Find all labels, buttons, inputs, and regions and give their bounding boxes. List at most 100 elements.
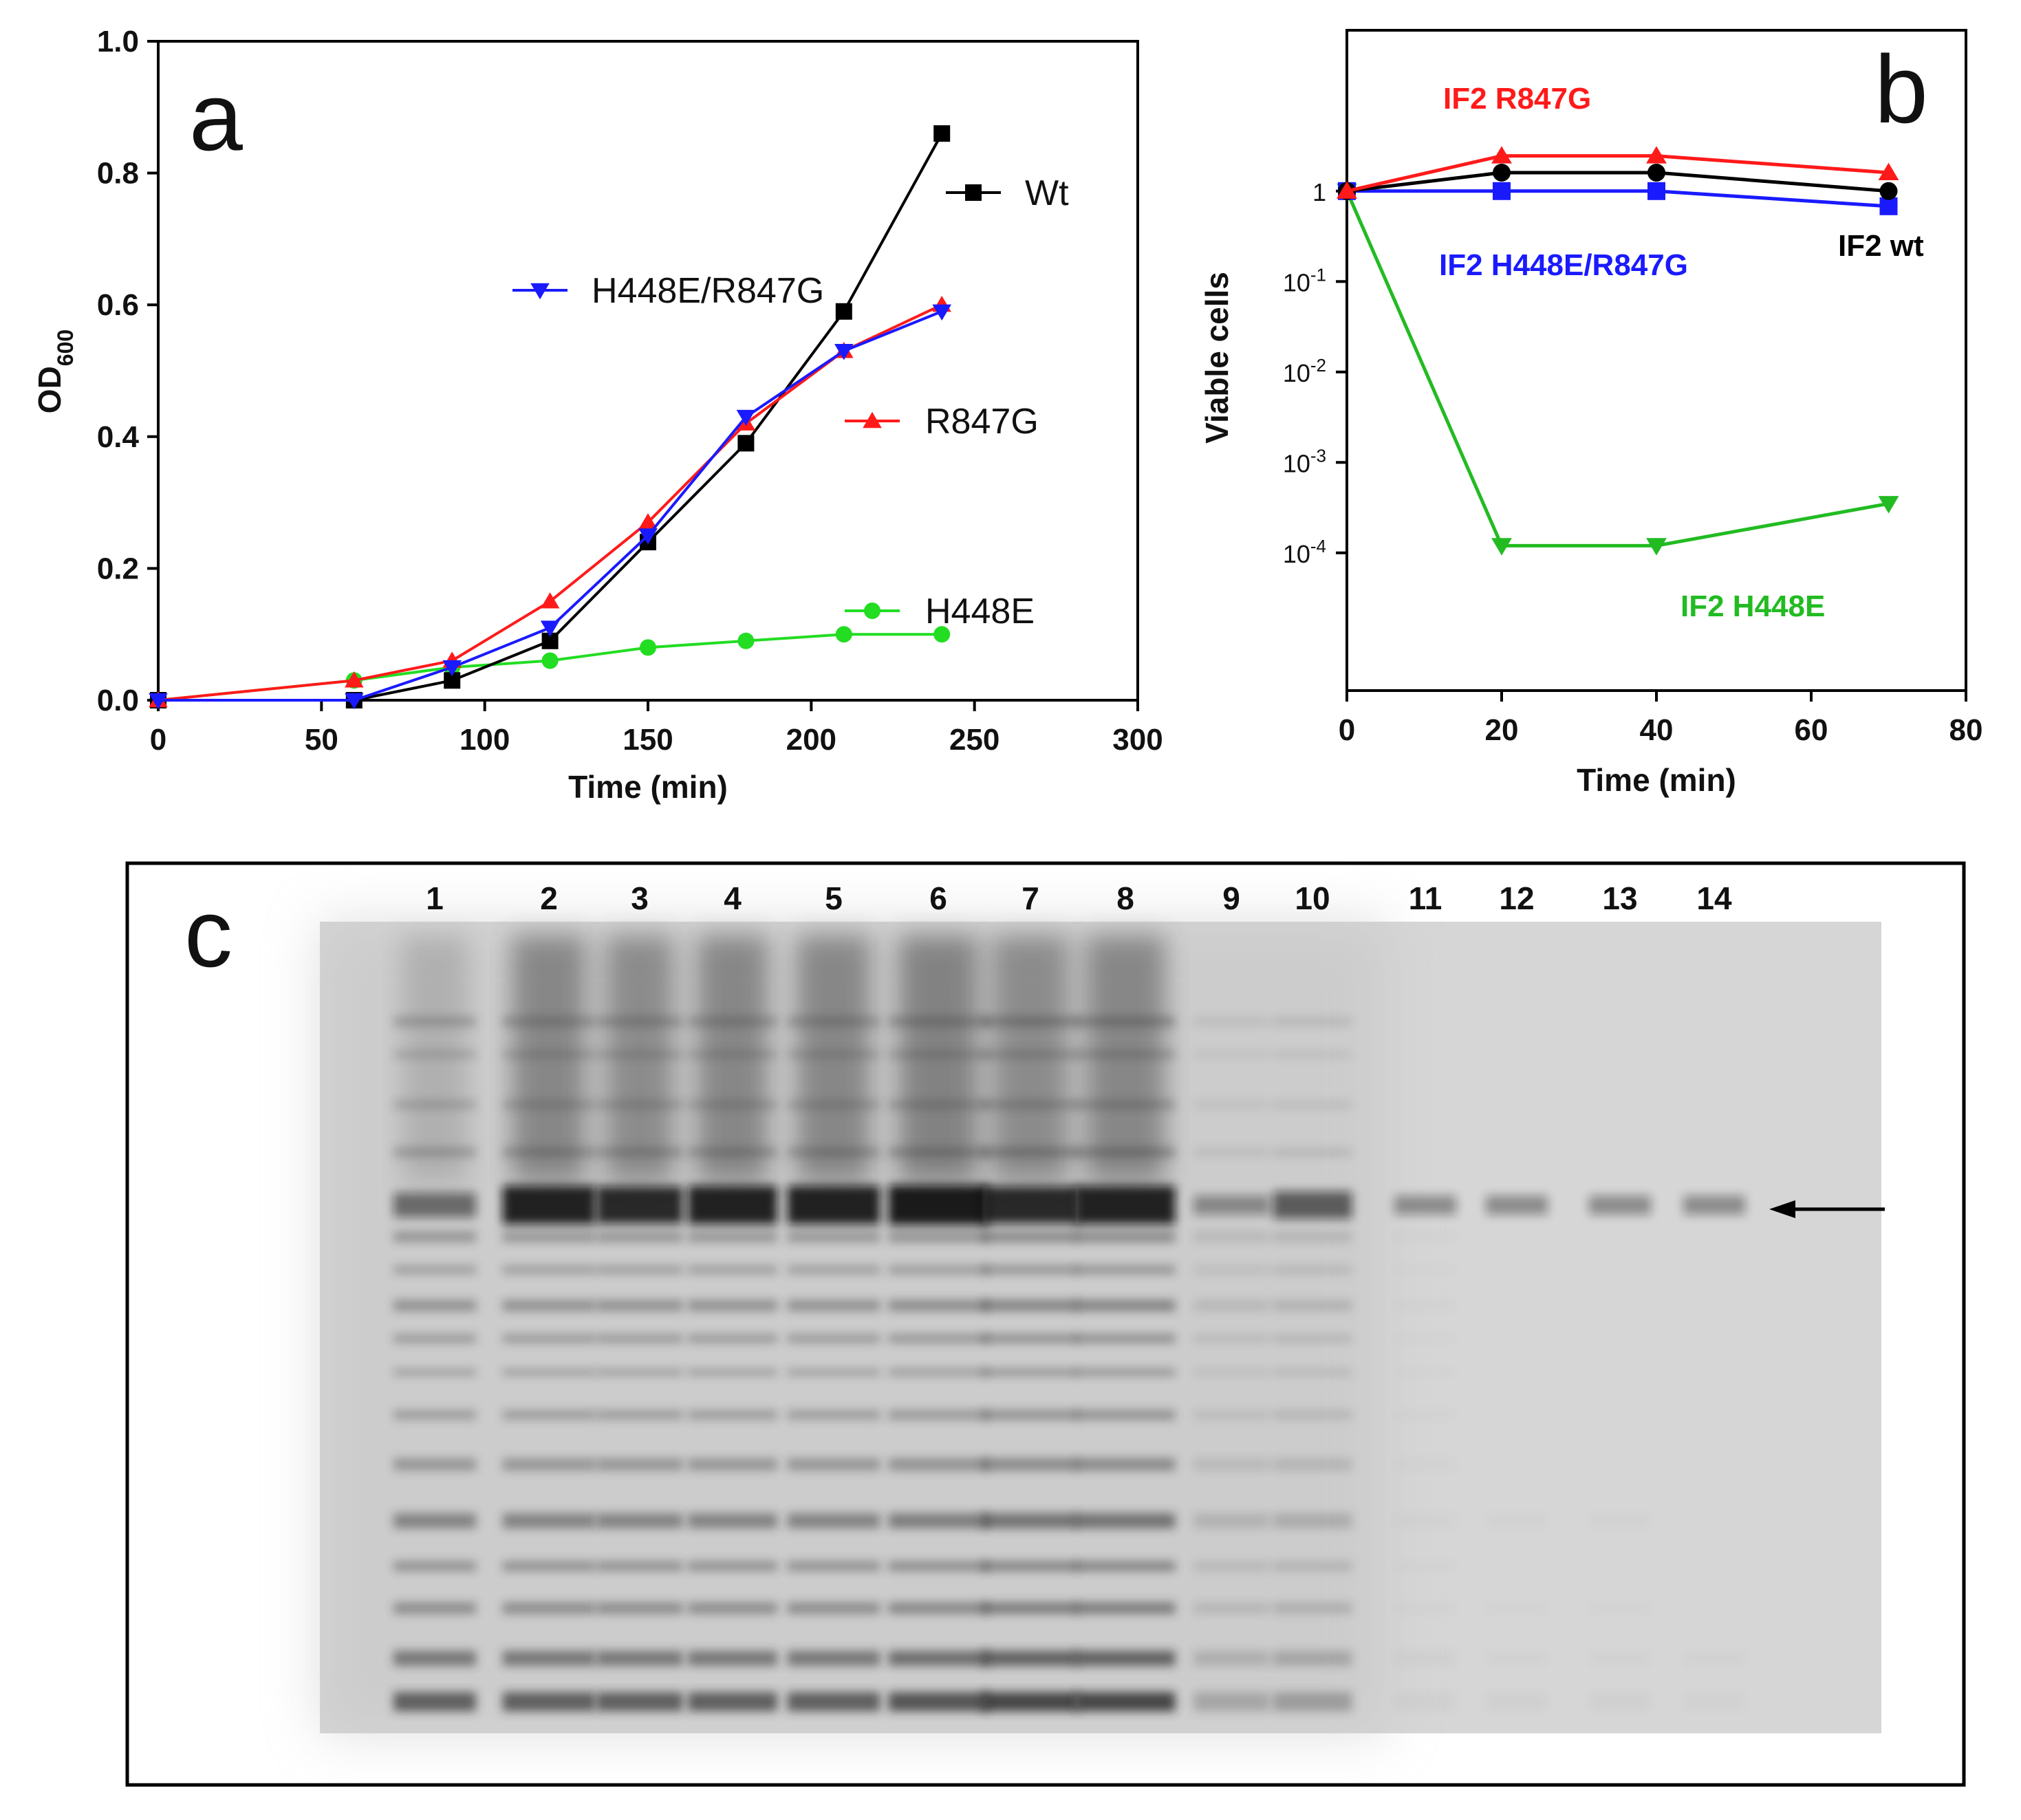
gel-target-band xyxy=(596,1187,683,1224)
panel-a-legend: Wt H448E/R847G R847G H448E xyxy=(512,173,1069,631)
gel-protein-band xyxy=(982,1334,1079,1343)
panel-a-data-point xyxy=(345,671,364,688)
panel-b-annotations: IF2 R847G IF2 H448E/R847G IF2 wt IF2 H448E xyxy=(1439,82,1924,623)
gel-protein-band xyxy=(1273,1101,1352,1109)
gel-protein-band xyxy=(502,1458,596,1471)
gel-protein-band xyxy=(1273,1266,1352,1274)
gel-protein-band xyxy=(596,1231,683,1242)
panel-a-x-tick-label: 50 xyxy=(305,723,338,757)
gel-protein-band xyxy=(787,1692,880,1711)
gel-protein-band xyxy=(596,1458,683,1471)
gel-protein-band xyxy=(596,1266,683,1274)
gel-protein-band xyxy=(1273,1231,1352,1242)
gel-protein-band xyxy=(1486,1513,1548,1528)
gel-lane-label: 2 xyxy=(540,880,558,916)
panel-a-series-line xyxy=(158,310,942,702)
gel-protein-band xyxy=(393,1266,476,1274)
panel-b-x-ticks: 0 20 40 60 80 xyxy=(1339,691,1982,747)
gel-protein-band xyxy=(1075,1603,1176,1614)
panel-a-x-tick-label: 200 xyxy=(786,723,836,757)
gel-target-band xyxy=(1075,1186,1176,1224)
gel-protein-band xyxy=(1394,1603,1456,1614)
gel-lane xyxy=(688,935,777,1711)
gel-protein-band xyxy=(1486,1651,1548,1666)
panel-a-x-tick-label: 150 xyxy=(623,723,673,757)
gel-protein-band xyxy=(688,1101,777,1109)
gel-target-band xyxy=(888,1185,988,1225)
panel-b-y-tick-label: 10-1 xyxy=(1283,264,1326,296)
gel-protein-band xyxy=(596,1300,683,1311)
gel-protein-band xyxy=(596,1651,683,1666)
panel-b-y-tick-label: 10-4 xyxy=(1283,536,1326,568)
gel-protein-band xyxy=(688,1651,777,1666)
gel-protein-band xyxy=(596,1692,683,1711)
panel-b-series-line xyxy=(1345,190,1889,548)
panel-a-legend-label: Wt xyxy=(1025,173,1069,213)
gel-protein-band xyxy=(502,1651,596,1666)
gel-protein-band xyxy=(1589,1651,1651,1666)
panel-b-letter: b xyxy=(1874,35,1928,143)
gel-protein-band xyxy=(688,1603,777,1614)
gel-protein-band xyxy=(787,1147,880,1157)
gel-protein-band xyxy=(688,1017,777,1026)
gel-protein-band xyxy=(393,1561,476,1571)
panel-a-x-tick-label: 100 xyxy=(460,723,510,757)
gel-protein-band xyxy=(393,1300,476,1311)
gel-protein-band xyxy=(1394,1231,1456,1242)
gel-protein-band xyxy=(982,1017,1079,1026)
panel-b-series-label: IF2 wt xyxy=(1838,229,1924,263)
gel-lane-label: 7 xyxy=(1022,880,1039,916)
gel-protein-band xyxy=(1075,1458,1176,1471)
gel-protein-band xyxy=(596,1513,683,1528)
gel-protein-band xyxy=(787,1334,880,1343)
panel-a-data-point xyxy=(737,435,755,452)
panel-a-legend-label: R847G xyxy=(925,402,1039,442)
panel-b-series-label: IF2 H448E/R847G xyxy=(1439,248,1688,282)
panel-a-legend-marker xyxy=(530,283,550,300)
gel-protein-band xyxy=(982,1692,1079,1711)
gel-protein-band xyxy=(596,1051,683,1058)
gel-protein-band xyxy=(1193,1334,1269,1343)
gel-protein-band xyxy=(888,1369,988,1376)
gel-protein-band xyxy=(688,1458,777,1471)
panel-a-legend-label: H448E xyxy=(925,592,1035,631)
gel-lane xyxy=(888,935,988,1711)
gel-protein-band xyxy=(787,1101,880,1109)
gel-protein-band xyxy=(502,1266,596,1274)
gel-lane-label: 14 xyxy=(1696,880,1732,916)
gel-lane-label: 11 xyxy=(1409,880,1442,916)
gel-protein-band xyxy=(982,1300,1079,1311)
gel-protein-band xyxy=(1273,1300,1352,1311)
gel-protein-band xyxy=(1394,1334,1456,1343)
gel-protein-band xyxy=(502,1369,596,1376)
gel-protein-band xyxy=(688,1266,777,1274)
gel-protein-band xyxy=(982,1410,1079,1420)
gel-protein-band xyxy=(1193,1300,1269,1311)
panel-b-series-line xyxy=(1347,189,1889,208)
gel-protein-band xyxy=(1075,1334,1176,1343)
gel-protein-band xyxy=(787,1266,880,1274)
gel-lane-label: 8 xyxy=(1116,880,1134,916)
gel-protein-band xyxy=(1193,1147,1269,1157)
gel-protein-band xyxy=(1075,1147,1176,1157)
panel-b-data-point xyxy=(1493,182,1511,200)
panel-b-data-point xyxy=(1337,181,1357,199)
panel-a-series-line xyxy=(158,133,943,702)
gel-protein-band xyxy=(1193,1017,1269,1026)
panel-a-letter: a xyxy=(189,63,243,171)
gel-protein-band xyxy=(1683,1692,1745,1711)
panel-b-x-tick-label: 60 xyxy=(1795,713,1828,747)
gel-protein-band xyxy=(1486,1603,1548,1614)
gel-protein-band xyxy=(982,1651,1079,1666)
gel-protein-band xyxy=(787,1410,880,1420)
gel-lanes xyxy=(393,935,1745,1711)
panel-b-chart: 0 20 40 60 80 110-110-210-310-4 IF2 R847GIF2… xyxy=(1199,29,1982,798)
gel-protein-band xyxy=(1273,1651,1352,1666)
gel-protein-band xyxy=(1193,1266,1269,1274)
gel-protein-band xyxy=(596,1147,683,1157)
panel-a-data-point xyxy=(834,344,854,360)
gel-lane-smear xyxy=(512,935,586,1183)
gel-lane xyxy=(1394,1195,1456,1614)
panel-a-y-tick-label: 0.8 xyxy=(97,157,139,191)
gel-protein-band xyxy=(502,1513,596,1528)
